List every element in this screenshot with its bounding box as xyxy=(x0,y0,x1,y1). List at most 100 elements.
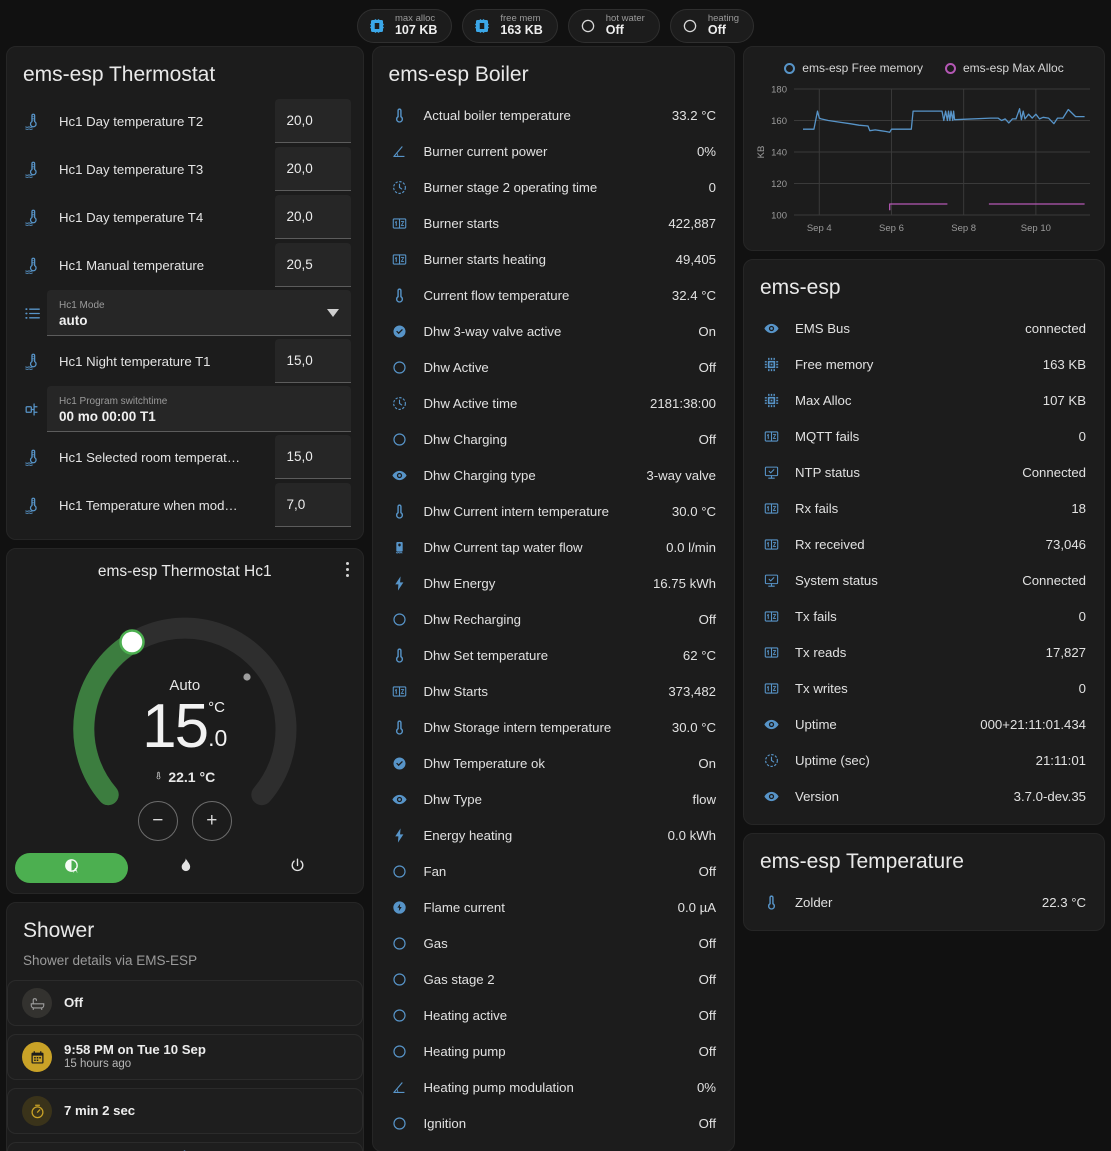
entity-row[interactable]: Dhw Active Off xyxy=(373,349,734,385)
card-thermostat-dial: ems-esp Thermostat Hc1 Auto 15 xyxy=(6,548,364,894)
number-input[interactable]: 7,0 xyxy=(274,483,351,527)
thermostat-number-row[interactable]: Hc1 Manual temperature 20,5 xyxy=(7,241,363,289)
entity-row[interactable]: Heating pump modulation 0% xyxy=(373,1069,734,1105)
counter-icon xyxy=(758,428,784,445)
entity-row[interactable]: Heating pump Off xyxy=(373,1033,734,1069)
entity-row[interactable]: Ignition Off xyxy=(373,1105,734,1141)
card-title: ems-esp Boiler xyxy=(388,63,529,86)
entity-row[interactable]: Burner current power 0% xyxy=(373,133,734,169)
entity-row[interactable]: Burner starts 422,887 xyxy=(373,205,734,241)
entity-value: Off xyxy=(698,359,716,375)
entity-row[interactable]: EMS Bus connected xyxy=(744,310,1104,346)
circle-outline-icon xyxy=(387,1007,413,1024)
entity-name: Hc1 Day temperature T3 xyxy=(59,161,204,177)
thermostat-number-row[interactable]: Hc1 Day temperature T2 20,0 xyxy=(7,97,363,145)
increase-temperature-button[interactable]: + xyxy=(191,801,232,841)
number-input[interactable]: 20,0 xyxy=(274,195,351,239)
entity-row[interactable]: Current flow temperature 32.4 °C xyxy=(373,277,734,313)
clock-icon xyxy=(387,179,413,196)
hvac-mode-auto-button[interactable]: A xyxy=(15,853,129,883)
entity-row[interactable]: Dhw Type flow xyxy=(373,781,734,817)
monitor-icon xyxy=(758,572,784,589)
thermostat-text-row[interactable]: Hc1 Program switchtime 00 mo 00:00 T1 xyxy=(7,385,363,433)
shower-tile[interactable]: Off xyxy=(7,980,363,1026)
entity-row[interactable]: Dhw Current tap water flow 0.0 l/min xyxy=(373,529,734,565)
entity-row[interactable]: Actual boiler temperature 33.2 °C xyxy=(373,97,734,133)
thermostat-number-row[interactable]: Hc1 Day temperature T4 20,0 xyxy=(7,193,363,241)
entity-row[interactable]: MQTT fails 0 xyxy=(744,418,1104,454)
number-input[interactable]: 20,0 xyxy=(274,147,351,191)
entity-row[interactable]: Zolder 22.3 °C xyxy=(744,884,1104,920)
decrease-temperature-button[interactable]: − xyxy=(137,801,178,841)
entity-row[interactable]: Dhw Temperature ok On xyxy=(373,745,734,781)
entity-row[interactable]: Uptime 000+21:11:01.434 xyxy=(744,706,1104,742)
entity-value: 2181:38:00 xyxy=(649,395,716,411)
badge-hot-water[interactable]: hot water Off xyxy=(567,8,660,43)
more-options-icon[interactable] xyxy=(345,562,349,577)
badge-label: free mem xyxy=(500,12,541,24)
dial-current-temperature: 22.1 °C xyxy=(154,768,215,786)
number-input[interactable]: 15,0 xyxy=(274,435,351,479)
badge-free-mem[interactable]: free mem 163 KB xyxy=(462,8,558,43)
entity-row[interactable]: Tx writes 0 xyxy=(744,670,1104,706)
entity-row[interactable]: Gas Off xyxy=(373,925,734,961)
entity-row[interactable]: Dhw Energy 16.75 kWh xyxy=(373,565,734,601)
entity-row[interactable]: Tx reads 17,827 xyxy=(744,634,1104,670)
entity-row[interactable]: Dhw 3-way valve active On xyxy=(373,313,734,349)
text-input[interactable]: Hc1 Program switchtime 00 mo 00:00 T1 xyxy=(47,386,351,432)
entity-row[interactable]: Uptime (sec) 21:11:01 xyxy=(744,742,1104,778)
hvac-mode-off-button[interactable] xyxy=(241,853,354,883)
memory-line-chart[interactable]: 100 120 140 160 180 Sep 4 Sep 6 Sep 8 Sep 10 KB xyxy=(752,81,1098,241)
legend-item-free-memory[interactable]: ems-esp Free memory xyxy=(784,61,923,75)
badge-max-alloc[interactable]: max alloc 107 KB xyxy=(356,8,453,43)
thermostat-select-row[interactable]: Hc1 Mode auto xyxy=(7,289,363,337)
dial-widget[interactable]: Auto 15 °C .0 22.1 °C xyxy=(7,585,363,847)
hvac-mode-heat-button[interactable] xyxy=(128,853,241,883)
shower-tile[interactable]: 7 min 2 sec xyxy=(7,1088,363,1134)
dial-gauge[interactable] xyxy=(61,589,309,829)
entity-name: Ignition xyxy=(423,1115,467,1131)
thermostat-number-row[interactable]: Hc1 Day temperature T3 20,0 xyxy=(7,145,363,193)
entity-row[interactable]: Dhw Charging Off xyxy=(373,421,734,457)
shower-tile[interactable]: 9:58 PM on Tue 10 Sep 15 hours ago xyxy=(7,1034,363,1080)
entity-row[interactable]: Tx fails 0 xyxy=(744,598,1104,634)
entity-row[interactable]: Heating active Off xyxy=(373,997,734,1033)
dial-mode-text: Auto xyxy=(169,677,201,694)
thermostat-number-row[interactable]: Hc1 Temperature when mod… 7,0 xyxy=(7,481,363,529)
dial-readout: Auto 15 °C .0 22.1 °C xyxy=(7,677,363,786)
shower-tile-partial[interactable] xyxy=(7,1142,363,1151)
entity-row[interactable]: Version 3.7.0-dev.35 xyxy=(744,778,1104,814)
number-input[interactable]: 15,0 xyxy=(274,339,351,383)
entity-row[interactable]: System status Connected xyxy=(744,562,1104,598)
entity-row[interactable]: Dhw Recharging Off xyxy=(373,601,734,637)
entity-row[interactable]: Energy heating 0.0 kWh xyxy=(373,817,734,853)
dial-handle[interactable] xyxy=(119,629,145,655)
entity-row[interactable]: Free memory 163 KB xyxy=(744,346,1104,382)
thermostat-number-row[interactable]: Hc1 Selected room temperat… 15,0 xyxy=(7,433,363,481)
entity-row[interactable]: Gas stage 2 Off xyxy=(373,961,734,997)
entity-row[interactable]: Dhw Set temperature 62 °C xyxy=(373,637,734,673)
entity-row[interactable]: Flame current 0.0 µA xyxy=(373,889,734,925)
number-input[interactable]: 20,5 xyxy=(274,243,351,287)
entity-row[interactable]: Dhw Storage intern temperature 30.0 °C xyxy=(373,709,734,745)
badge-heating[interactable]: heating Off xyxy=(669,8,755,43)
number-input[interactable]: 20,0 xyxy=(274,99,351,143)
legend-item-max-alloc[interactable]: ems-esp Max Alloc xyxy=(945,61,1064,75)
entity-row[interactable]: NTP status Connected xyxy=(744,454,1104,490)
entity-value: 21:11:01 xyxy=(1035,752,1086,768)
entity-row[interactable]: Burner stage 2 operating time 0 xyxy=(373,169,734,205)
thermometer-icon xyxy=(154,768,163,786)
mode-select[interactable]: Hc1 Mode auto xyxy=(47,290,351,336)
chevron-down-icon[interactable] xyxy=(326,304,339,322)
entity-row[interactable]: Burner starts heating 49,405 xyxy=(373,241,734,277)
entity-row[interactable]: Dhw Starts 373,482 xyxy=(373,673,734,709)
entity-row[interactable]: Rx received 73,046 xyxy=(744,526,1104,562)
entity-row[interactable]: Max Alloc 107 KB xyxy=(744,382,1104,418)
entity-row[interactable]: Rx fails 18 xyxy=(744,490,1104,526)
entity-row[interactable]: Fan Off xyxy=(373,853,734,889)
entity-row[interactable]: Dhw Active time 2181:38:00 xyxy=(373,385,734,421)
entity-name: Hc1 Manual temperature xyxy=(59,257,205,273)
entity-row[interactable]: Dhw Current intern temperature 30.0 °C xyxy=(373,493,734,529)
thermostat-number-row[interactable]: Hc1 Night temperature T1 15,0 xyxy=(7,337,363,385)
entity-row[interactable]: Dhw Charging type 3-way valve xyxy=(373,457,734,493)
